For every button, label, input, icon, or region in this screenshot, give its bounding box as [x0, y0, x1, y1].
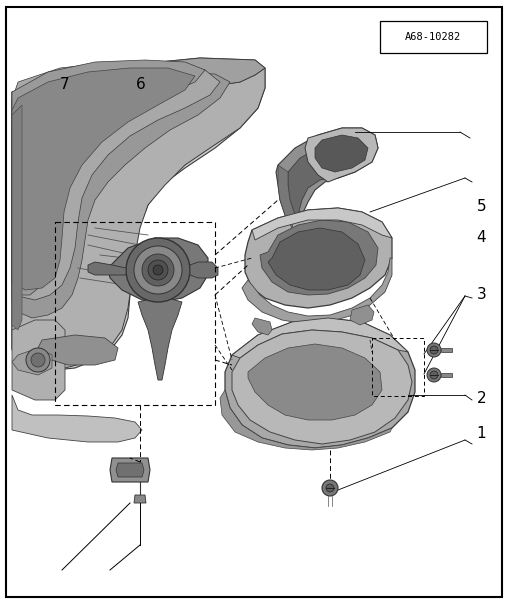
Polygon shape	[225, 318, 415, 448]
Polygon shape	[110, 458, 150, 482]
Polygon shape	[12, 68, 265, 368]
Polygon shape	[252, 208, 392, 240]
Polygon shape	[441, 348, 452, 352]
Polygon shape	[232, 330, 412, 444]
Polygon shape	[232, 318, 408, 358]
Polygon shape	[278, 165, 295, 228]
Text: 7: 7	[60, 77, 70, 92]
Polygon shape	[260, 220, 378, 295]
Circle shape	[322, 480, 338, 496]
Polygon shape	[242, 258, 392, 324]
Polygon shape	[12, 62, 220, 300]
Circle shape	[427, 343, 441, 357]
Polygon shape	[305, 128, 378, 182]
Circle shape	[430, 346, 438, 354]
Text: 4: 4	[477, 230, 486, 245]
Polygon shape	[245, 208, 392, 308]
Polygon shape	[12, 68, 195, 290]
Circle shape	[326, 484, 334, 492]
Polygon shape	[12, 320, 65, 400]
Bar	[380, 21, 487, 53]
Text: 1: 1	[477, 426, 486, 441]
Polygon shape	[12, 58, 265, 370]
Polygon shape	[12, 395, 142, 442]
Polygon shape	[350, 305, 374, 325]
Polygon shape	[276, 128, 378, 228]
Polygon shape	[12, 60, 205, 295]
Polygon shape	[12, 72, 230, 318]
Text: 3: 3	[477, 287, 486, 301]
Polygon shape	[12, 348, 52, 375]
Polygon shape	[38, 335, 118, 365]
Polygon shape	[88, 262, 126, 275]
Polygon shape	[12, 58, 265, 128]
Polygon shape	[12, 105, 22, 330]
Circle shape	[134, 246, 182, 294]
Text: 5: 5	[477, 199, 486, 214]
Polygon shape	[134, 495, 146, 503]
Circle shape	[126, 238, 190, 302]
Circle shape	[148, 260, 168, 280]
Polygon shape	[248, 344, 382, 420]
Polygon shape	[108, 238, 208, 302]
Polygon shape	[441, 373, 452, 377]
Circle shape	[430, 371, 438, 379]
Text: A68-10282: A68-10282	[405, 32, 461, 42]
Polygon shape	[315, 135, 368, 172]
Polygon shape	[268, 228, 365, 290]
Bar	[55, 222, 215, 405]
Bar	[372, 338, 424, 396]
Circle shape	[153, 265, 163, 275]
Circle shape	[26, 348, 50, 372]
Polygon shape	[252, 318, 272, 335]
Polygon shape	[190, 262, 218, 278]
Polygon shape	[138, 298, 182, 380]
Circle shape	[31, 353, 45, 367]
Polygon shape	[220, 390, 392, 450]
Polygon shape	[116, 463, 144, 477]
Text: 6: 6	[136, 77, 146, 92]
Circle shape	[142, 254, 174, 286]
Polygon shape	[288, 142, 365, 215]
Circle shape	[427, 368, 441, 382]
Text: 2: 2	[477, 391, 486, 406]
